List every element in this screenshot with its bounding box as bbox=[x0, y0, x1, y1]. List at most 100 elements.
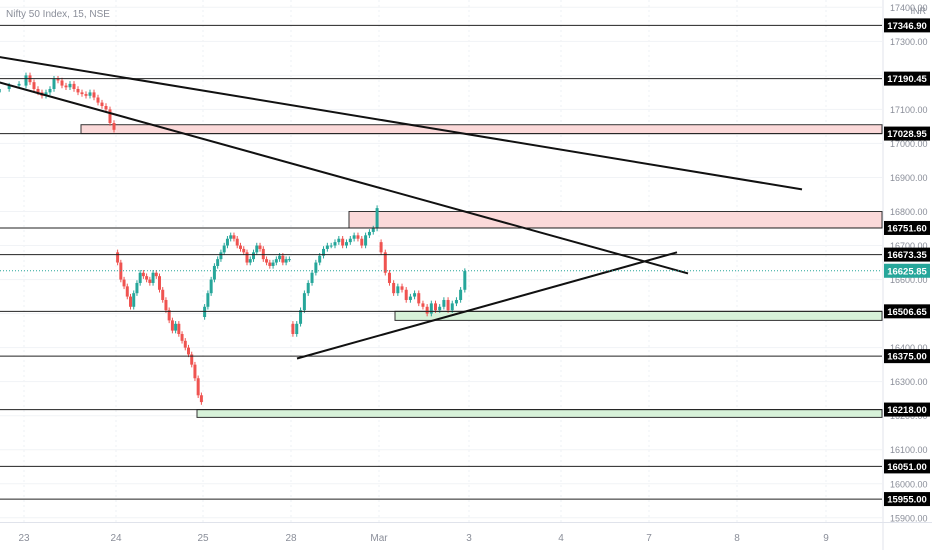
candle-body bbox=[225, 238, 229, 246]
candle-body bbox=[206, 293, 210, 307]
candle-body bbox=[104, 106, 108, 110]
candle-body bbox=[80, 92, 84, 95]
level-price-label: 16051.00 bbox=[887, 462, 927, 473]
candle-body bbox=[177, 323, 181, 335]
candle-body bbox=[364, 235, 368, 246]
candle-body bbox=[248, 259, 252, 263]
candle-body bbox=[383, 252, 387, 273]
chart-title: Nifty 50 Index, 15, NSE bbox=[6, 9, 110, 20]
candle-body bbox=[229, 235, 233, 239]
candle-body bbox=[379, 242, 383, 253]
candle-body bbox=[360, 238, 364, 246]
candle-body bbox=[164, 299, 168, 311]
candle-body bbox=[446, 299, 450, 311]
candle-body bbox=[100, 102, 104, 106]
candle-body bbox=[245, 252, 249, 263]
candle-body bbox=[145, 276, 149, 280]
y-tick-label: 16800.00 bbox=[890, 207, 928, 217]
y-tick-label: 17300.00 bbox=[890, 37, 928, 47]
candle-body bbox=[222, 245, 226, 253]
level-price-badge bbox=[884, 247, 930, 262]
candle-body bbox=[132, 293, 136, 307]
candle-body bbox=[148, 279, 152, 283]
candle-body bbox=[193, 364, 197, 379]
candle-body bbox=[212, 265, 216, 280]
candle-body bbox=[138, 272, 142, 283]
candle-body bbox=[242, 248, 246, 253]
level-price-label: 16375.00 bbox=[887, 352, 927, 363]
candle-body bbox=[24, 75, 28, 86]
candle-body bbox=[438, 306, 442, 311]
candle-body bbox=[322, 248, 326, 256]
candle-body bbox=[64, 85, 68, 88]
y-tick-label: 17000.00 bbox=[890, 139, 928, 149]
y-tick-label: 15900.00 bbox=[890, 513, 928, 523]
x-tick-label: 8 bbox=[734, 533, 740, 544]
candle-body bbox=[60, 80, 64, 86]
candle-body bbox=[252, 252, 256, 260]
candle-body bbox=[337, 238, 341, 243]
candle-body bbox=[151, 272, 155, 283]
level-price-badge bbox=[884, 492, 930, 507]
candle-body bbox=[32, 82, 36, 89]
candle-body bbox=[404, 289, 408, 300]
y-tick-label: 16000.00 bbox=[890, 479, 928, 489]
candle-body bbox=[170, 320, 174, 331]
candle-body bbox=[400, 286, 404, 290]
x-tick-label: 23 bbox=[18, 533, 30, 544]
level-price-badge bbox=[884, 18, 930, 33]
candle-body bbox=[434, 303, 438, 311]
current-price-badge bbox=[884, 263, 930, 278]
candle-body bbox=[271, 262, 275, 266]
candle-body bbox=[268, 262, 272, 266]
candle-body bbox=[232, 235, 236, 239]
trend-line[interactable] bbox=[0, 62, 689, 275]
candle-body bbox=[129, 296, 132, 307]
candle-body bbox=[199, 395, 203, 403]
candle-body bbox=[459, 289, 463, 300]
candle-body bbox=[209, 279, 213, 294]
candle-body bbox=[367, 231, 371, 236]
candle-body bbox=[72, 83, 76, 89]
x-tick-label: 25 bbox=[197, 533, 209, 544]
candle-body bbox=[88, 92, 92, 96]
candle-body bbox=[341, 238, 345, 246]
level-price-label: 16751.60 bbox=[887, 223, 927, 234]
candle-body bbox=[450, 303, 454, 311]
candle-body bbox=[352, 235, 356, 239]
candle-body bbox=[318, 255, 322, 263]
candle-body bbox=[167, 310, 171, 321]
candle-body bbox=[161, 289, 165, 300]
level-price-badge bbox=[884, 126, 930, 141]
candle-body bbox=[68, 83, 72, 88]
candle-body bbox=[141, 272, 145, 277]
candle-body bbox=[187, 347, 190, 355]
level-price-badge bbox=[884, 459, 930, 474]
candle-body bbox=[180, 334, 184, 341]
candle-body bbox=[284, 259, 288, 263]
x-tick-label: 28 bbox=[285, 533, 297, 544]
trend-line[interactable] bbox=[296, 251, 678, 360]
level-price-label: 17190.45 bbox=[887, 74, 927, 85]
candle-body bbox=[116, 252, 120, 263]
y-tick-label: 17400.00 bbox=[890, 3, 928, 13]
candle-body bbox=[356, 235, 360, 239]
candle-body bbox=[0, 88, 1, 93]
candle-body bbox=[258, 245, 262, 249]
candle-body bbox=[299, 310, 303, 324]
candle-body bbox=[442, 299, 446, 307]
current-price-label: 16625.85 bbox=[887, 266, 927, 277]
candle-body bbox=[125, 286, 129, 297]
trend-line[interactable] bbox=[0, 45, 803, 191]
candle-body bbox=[387, 272, 391, 283]
candle-body bbox=[295, 323, 299, 335]
y-tick-label: 16900.00 bbox=[890, 173, 928, 183]
y-tick-label: 16300.00 bbox=[890, 377, 928, 387]
candle-body bbox=[135, 282, 139, 294]
y-tick-label: 16600.00 bbox=[890, 275, 928, 285]
candle-body bbox=[238, 245, 242, 249]
candle-body bbox=[158, 276, 161, 290]
candle-body bbox=[274, 259, 278, 263]
